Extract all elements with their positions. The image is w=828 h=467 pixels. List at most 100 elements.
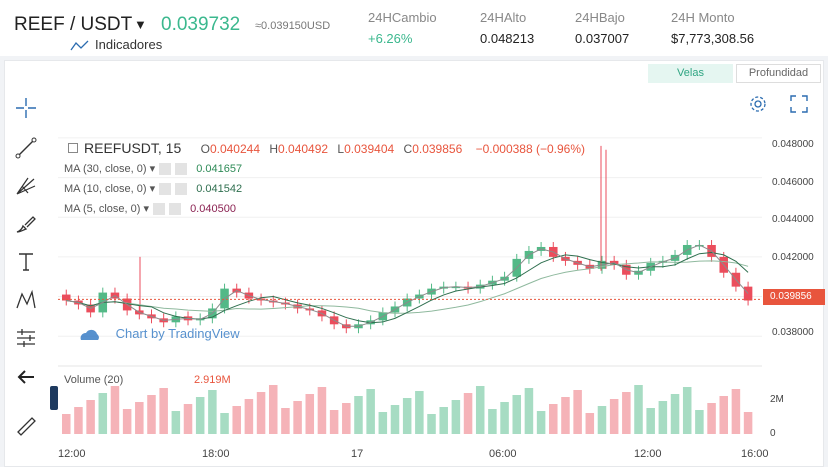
x-tick: 17 <box>351 448 364 460</box>
volume-bar <box>122 409 132 434</box>
ma5-legend[interactable]: MA (5, close, 0) ▾ 0.040500 <box>64 203 236 216</box>
open-label: O <box>200 142 210 156</box>
ma30-legend[interactable]: MA (30, close, 0) ▾ 0.041657 <box>64 163 243 176</box>
volume-bar <box>475 386 485 434</box>
ruler-icon[interactable] <box>14 414 38 438</box>
high-value: 0.040492 <box>278 142 329 156</box>
volume-bar <box>427 414 436 434</box>
ma10-settings-icon[interactable] <box>159 183 172 196</box>
volume-bar <box>646 408 655 434</box>
volume-label[interactable]: Volume (20) <box>64 374 124 386</box>
stat-change-value: +6.26% <box>368 31 413 46</box>
candle-body <box>695 244 704 247</box>
moving-average-line <box>66 260 749 314</box>
volume-bar <box>488 409 497 434</box>
symbol-interval[interactable]: REEFUSDT, 15 <box>84 140 182 156</box>
y-tick: 0.042000 <box>772 252 814 263</box>
volume-bar <box>536 411 546 434</box>
change-value: −0.000388 (−0.96%) <box>475 142 586 156</box>
volume-bar <box>719 396 728 434</box>
indicators-button[interactable]: Indicadores <box>95 37 163 52</box>
collapse-toolbar-handle[interactable] <box>50 386 58 410</box>
volume-bar <box>329 410 339 434</box>
volume-bar <box>707 403 716 434</box>
low-label: L <box>337 142 345 156</box>
volume-bar <box>585 413 595 434</box>
watermark-text: Chart by TradingView <box>115 326 240 341</box>
volume-bar <box>670 394 680 434</box>
trend-line-icon[interactable] <box>14 136 38 160</box>
ma5-value: 0.040500 <box>190 203 236 215</box>
y-tick: 0.048000 <box>772 139 814 150</box>
volume-bar <box>731 389 741 434</box>
x-tick: 16:00 <box>741 448 769 460</box>
x-tick: 06:00 <box>489 448 517 460</box>
settings-icon[interactable] <box>748 94 768 119</box>
volume-bar <box>110 386 120 434</box>
back-arrow-icon[interactable] <box>14 365 38 389</box>
open-value: 0.040244 <box>209 142 260 156</box>
crosshair-icon[interactable] <box>14 96 38 120</box>
volume-bar <box>451 400 461 434</box>
volume-bar <box>439 407 448 434</box>
volume-bar <box>500 402 509 434</box>
volume-tick: 2M <box>770 394 784 405</box>
indicators-icon[interactable] <box>70 39 90 57</box>
volume-bar <box>597 406 607 434</box>
volume-bar <box>208 390 217 434</box>
ma30-value: 0.041657 <box>196 163 243 175</box>
x-tick: 12:00 <box>634 448 662 460</box>
volume-bar <box>354 396 363 434</box>
volume-bar <box>159 388 168 434</box>
volume-bar <box>281 408 290 434</box>
volume-bar <box>622 392 631 434</box>
stat-high-value: 0.048213 <box>480 31 535 46</box>
high-label: H <box>269 142 279 156</box>
ma30-settings-icon[interactable] <box>159 163 172 176</box>
volume-bar <box>415 391 424 434</box>
candle-body <box>743 286 753 301</box>
pair-name[interactable]: REEF / USDT <box>14 14 133 35</box>
volume-bar <box>195 397 205 434</box>
volume-bar <box>244 399 254 434</box>
ma30-label: MA (30, close, 0) <box>64 163 147 175</box>
ma5-settings-icon[interactable] <box>153 203 165 216</box>
tab-candles[interactable]: Velas <box>648 64 733 83</box>
volume-bar <box>293 401 302 434</box>
stat-volume-label: 24H Monto <box>671 10 735 25</box>
ma30-close-icon[interactable] <box>175 163 188 176</box>
tradingview-watermark[interactable]: Chart by TradingView <box>78 326 240 342</box>
pitchfork-icon[interactable] <box>14 174 38 198</box>
volume-bar <box>342 403 351 434</box>
current-price-tag: 0.039856 <box>763 289 825 305</box>
volume-bar <box>695 410 704 434</box>
volume-bar <box>658 401 668 434</box>
y-tick: 0.044000 <box>772 214 814 225</box>
volume-bar <box>183 404 193 434</box>
volume-bar <box>317 387 327 434</box>
candle-body <box>451 286 461 289</box>
ma10-close-icon[interactable] <box>175 183 188 196</box>
stat-low-label: 24HBajo <box>575 10 625 25</box>
candle-body <box>62 294 71 301</box>
volume-bar <box>232 406 241 434</box>
fullscreen-icon[interactable] <box>790 95 808 118</box>
ma10-value: 0.041542 <box>196 183 243 195</box>
pair-dropdown-icon[interactable]: ▼ <box>134 17 147 32</box>
text-icon[interactable] <box>14 250 38 274</box>
volume-bar <box>512 395 522 434</box>
volume-bar <box>256 392 266 434</box>
volume-bar <box>463 393 473 434</box>
volume-bar <box>366 389 375 434</box>
brush-icon[interactable] <box>14 212 38 236</box>
ma10-legend[interactable]: MA (10, close, 0) ▾ 0.041542 <box>64 183 243 196</box>
ma5-close-icon[interactable] <box>169 203 181 216</box>
volume-bar <box>402 398 412 434</box>
price-usd: ≈0.039150USD <box>255 20 331 32</box>
measure-icon[interactable] <box>14 326 38 350</box>
collapse-legend-icon[interactable] <box>68 143 78 153</box>
volume-bar <box>634 385 643 434</box>
pattern-icon[interactable] <box>14 288 38 312</box>
price-chart[interactable] <box>58 128 762 444</box>
tab-depth[interactable]: Profundidad <box>736 64 821 83</box>
